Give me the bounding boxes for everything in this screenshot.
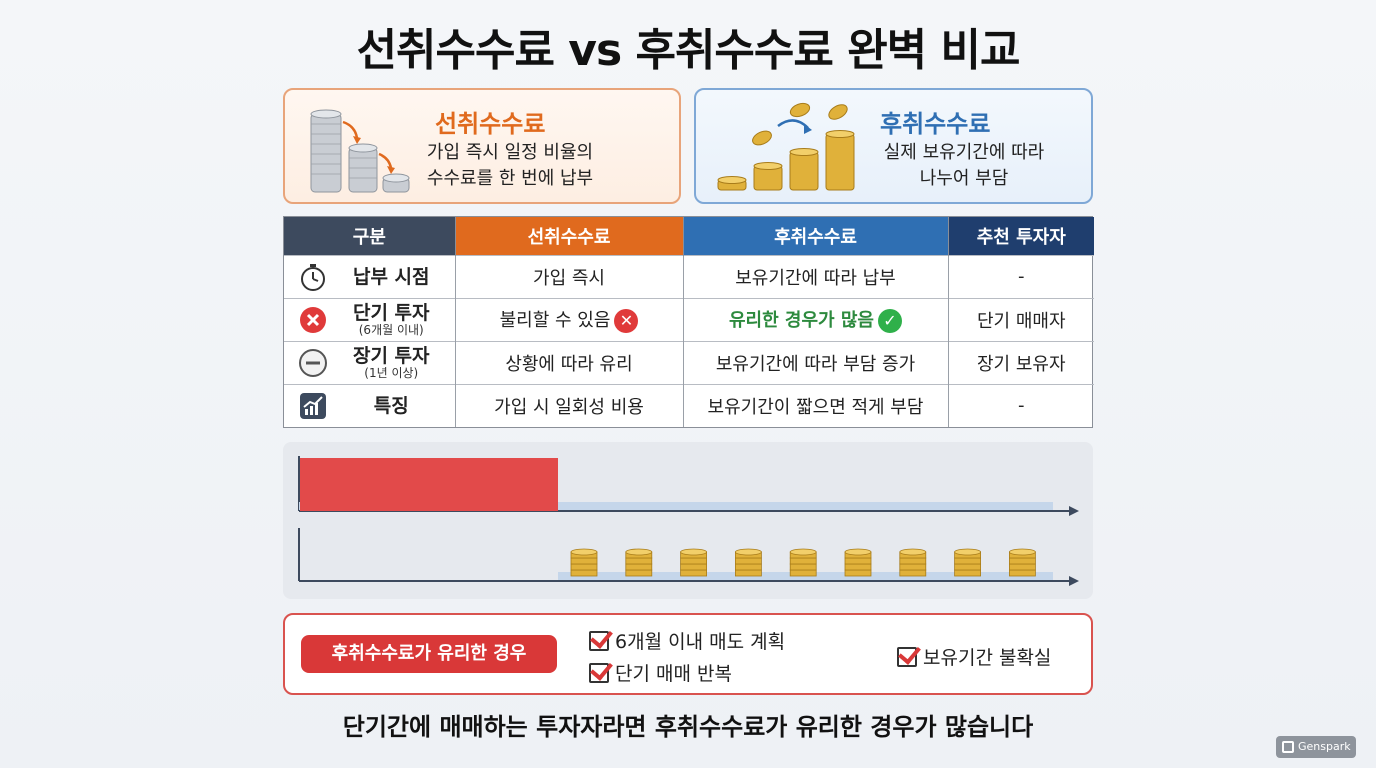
table-row: 장기 투자 (1년 이상) 상황에 따라 유리 보유기간에 따라 부담 증가 장… <box>284 340 1094 384</box>
cell-back: 보유기간이 짧으면 적게 부담 <box>683 383 949 427</box>
front-fee-card: 선취수수료 가입 즉시 일정 비율의 수수료를 한 번에 납부 <box>283 88 681 204</box>
coin-stack <box>1009 548 1036 577</box>
comparison-table: 구분 선취수수료 후취수수료 추천 투자자 납부 시점 가입 즉시 <box>283 216 1094 428</box>
back-desc-line1: 실제 보유기간에 따라 <box>883 142 1045 163</box>
cell-back: 보유기간에 따라 부담 증가 <box>683 340 949 384</box>
row-sublabel: (1년 이상) <box>364 365 419 380</box>
check-item: 보유기간 불확실 <box>897 643 1051 670</box>
front-axis-arrow <box>1069 506 1079 516</box>
check-mark-icon: ✓ <box>878 309 902 333</box>
coin-stack <box>625 548 653 577</box>
chart-up-icon <box>300 392 326 419</box>
cell-rec: 단기 매매자 <box>948 297 1094 341</box>
coin-stack <box>844 548 872 577</box>
checkbox-icon <box>589 631 609 651</box>
cell-back: 유리한 경우가 많음 ✓ <box>683 297 949 341</box>
check-label: 단기 매매 반복 <box>615 663 732 685</box>
front-card-title: 선취수수료 <box>435 110 546 138</box>
favorable-cases-pill: 후취수수료가 유리한 경우 <box>301 635 557 673</box>
genspark-badge: Genspark <box>1276 736 1356 758</box>
check-label: 6개월 이내 매도 계획 <box>615 631 786 653</box>
coin-stack <box>680 548 708 577</box>
cell-back: 보유기간에 따라 납부 <box>683 254 949 298</box>
cell-front: 상황에 따라 유리 <box>455 340 684 384</box>
header-category: 구분 <box>284 217 456 255</box>
header-recommended: 추천 투자자 <box>948 217 1094 255</box>
row-label: 단기 투자 <box>352 301 430 324</box>
back-desc-line2: 나누어 부담 <box>919 168 1009 189</box>
conclusion-text: 단기간에 매매하는 투자자라면 후취수수료가 유리한 경우가 많습니다 <box>342 713 1034 741</box>
coin-stack <box>954 548 981 577</box>
back-fee-card: 후취수수료 실제 보유기간에 따라 나누어 부담 <box>694 88 1093 204</box>
row-label: 납부 시점 <box>352 265 430 288</box>
coin-stacks <box>570 548 1036 577</box>
coin-stack-decreasing-icon <box>310 109 410 193</box>
coin-stack <box>789 548 817 577</box>
row-head: 단기 투자 (6개월 이내) <box>284 297 456 341</box>
back-axis-arrow <box>1069 576 1079 586</box>
coin-stack <box>734 548 762 577</box>
back-card-desc: 실제 보유기간에 따라 나누어 부담 <box>864 140 1064 192</box>
cell-front-text: 불리할 수 있음 <box>499 310 611 331</box>
check-item: 6개월 이내 매도 계획 <box>589 627 785 654</box>
x-mark-icon: ✕ <box>614 309 639 333</box>
table-row: 단기 투자 (6개월 이내) 불리할 수 있음 ✕ 유리한 경우가 많음 ✓ 단기 … <box>284 297 1094 341</box>
front-fee-bar <box>300 458 558 511</box>
cell-back-text: 유리한 경우가 많음 <box>728 310 874 331</box>
table-row: 특징 가입 시 일회성 비용 보유기간이 짧으면 적게 부담 - <box>284 383 1094 427</box>
row-label: 특징 <box>373 394 409 417</box>
badge-label: Genspark <box>1298 740 1351 753</box>
cell-rec: - <box>948 254 1094 298</box>
cell-rec: - <box>948 383 1094 427</box>
check-label: 보유기간 불확실 <box>923 647 1052 669</box>
timing-chart-svg <box>298 456 1079 586</box>
row-label: 장기 투자 <box>352 344 430 367</box>
check-item: 단기 매매 반복 <box>589 659 732 686</box>
x-circle-icon <box>300 306 326 333</box>
back-card-title: 후취수수료 <box>880 110 991 138</box>
front-timeline-band <box>299 502 1053 510</box>
front-card-desc: 가입 즉시 일정 비율의 수수료를 한 번에 납부 <box>405 140 615 192</box>
coin-stack <box>899 548 927 577</box>
cell-front: 가입 즉시 <box>455 254 684 298</box>
row-head: 특징 <box>284 383 456 427</box>
fee-timing-chart <box>283 442 1093 599</box>
row-sublabel: (6개월 이내) <box>358 322 424 337</box>
cell-rec: 장기 보유자 <box>948 340 1094 384</box>
cell-front: 불리할 수 있음 ✕ <box>455 297 684 341</box>
front-desc-line1: 가입 즉시 일정 비율의 <box>426 142 594 163</box>
row-head: 납부 시점 <box>284 254 456 298</box>
cell-front: 가입 시 일회성 비용 <box>455 383 684 427</box>
coin-stack-increasing-icon <box>717 102 855 191</box>
genspark-logo-icon <box>1282 741 1294 753</box>
checkbox-icon <box>897 647 917 667</box>
page-title: 선취수수료 vs 후취수수료 완벽 비교 <box>356 25 1021 76</box>
header-front-fee: 선취수수료 <box>455 217 684 255</box>
front-desc-line2: 수수료를 한 번에 납부 <box>426 168 594 189</box>
checkbox-icon <box>589 663 609 683</box>
header-back-fee: 후취수수료 <box>683 217 949 255</box>
table-header-row: 구분 선취수수료 후취수수료 추천 투자자 <box>284 217 1094 255</box>
stopwatch-icon <box>301 263 325 291</box>
minus-circle-icon <box>299 348 327 377</box>
coin-stack <box>570 548 598 577</box>
row-head: 장기 투자 (1년 이상) <box>284 340 456 384</box>
favorable-cases-box: 후취수수료가 유리한 경우 6개월 이내 매도 계획 단기 매매 반복 보유기간… <box>283 613 1093 695</box>
table-row: 납부 시점 가입 즉시 보유기간에 따라 납부 - <box>284 254 1094 298</box>
